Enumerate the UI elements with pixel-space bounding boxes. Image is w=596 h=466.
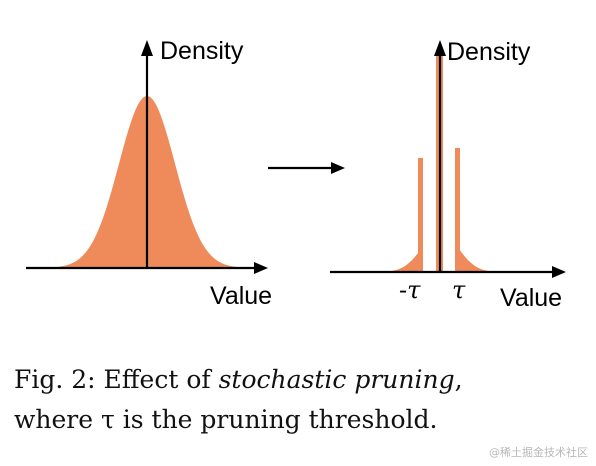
right-x-axis-label: Value bbox=[500, 284, 562, 312]
right-density-left-tail bbox=[338, 253, 418, 272]
right-y-axis-label: Density bbox=[447, 38, 531, 66]
right-plot: Density -τ τ Value bbox=[330, 38, 566, 312]
left-x-axis-label: Value bbox=[210, 282, 272, 310]
right-x-axis-arrowhead bbox=[552, 266, 566, 278]
caption-prefix: Fig. 2: Effect of bbox=[14, 365, 219, 394]
figure-caption: Fig. 2: Effect of stochastic pruning, wh… bbox=[14, 360, 589, 440]
watermark-text: @稀土掘金技术社区 bbox=[489, 446, 588, 459]
neg-threshold-label: -τ bbox=[399, 276, 421, 304]
pos-threshold-label: τ bbox=[452, 276, 466, 304]
caption-suffix: , bbox=[454, 365, 463, 394]
right-pos-threshold-spike bbox=[455, 148, 460, 272]
caption-line-2: where τ is the pruning threshold. bbox=[14, 405, 438, 434]
right-arrow-icon bbox=[268, 162, 345, 174]
left-y-axis-label: Density bbox=[160, 37, 244, 65]
left-density-curve bbox=[58, 96, 240, 268]
left-x-axis-arrowhead bbox=[254, 262, 268, 274]
right-y-axis-arrowhead bbox=[434, 40, 446, 56]
right-neg-threshold-spike bbox=[418, 158, 423, 272]
left-y-axis-arrowhead bbox=[141, 40, 153, 56]
right-density-right-tail bbox=[460, 250, 530, 272]
left-plot: Density Value bbox=[26, 37, 272, 310]
caption-emphasis: stochastic pruning bbox=[218, 365, 455, 394]
